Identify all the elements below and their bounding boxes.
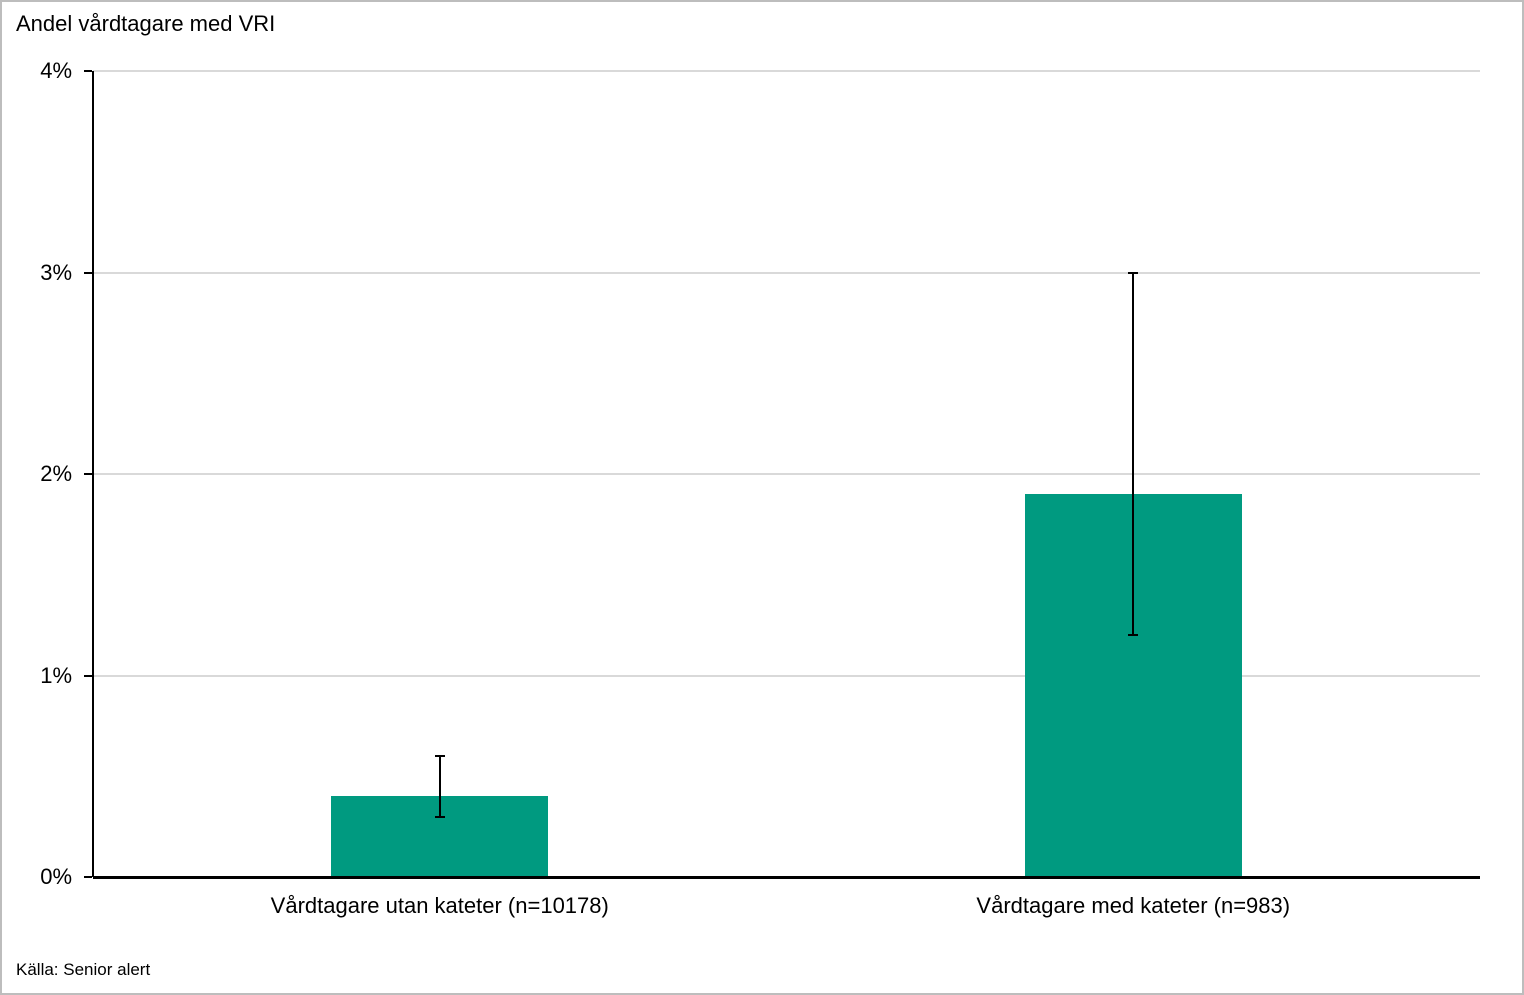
- error-bar-cap-bottom: [1128, 634, 1139, 637]
- source-note: Källa: Senior alert: [16, 960, 151, 979]
- y-axis-tick-label: 4%: [40, 58, 72, 83]
- y-axis-tick-label: 2%: [40, 461, 72, 486]
- gridline: [93, 70, 1480, 72]
- y-axis-tick-label: 3%: [40, 259, 72, 285]
- gridline: [93, 674, 1480, 677]
- error-bar-line: [1132, 272, 1135, 636]
- gridline: [93, 271, 1480, 274]
- error-bar-cap-top: [434, 755, 445, 758]
- y-axis-tick: [83, 70, 92, 72]
- y-axis-tick-label: 0%: [40, 864, 72, 889]
- y-axis-tick-label: 1%: [40, 662, 72, 688]
- chart-title: Andel vårdtagare med VRI: [16, 11, 276, 36]
- error-bar-cap-top: [1128, 271, 1139, 274]
- x-axis-category-label: Vårdtagare utan kateter (n=10178): [270, 893, 609, 918]
- y-axis-line: [91, 71, 94, 877]
- gridline: [93, 473, 1480, 475]
- y-axis-tick: [83, 674, 92, 677]
- y-axis-tick: [83, 473, 92, 475]
- error-bar-cap-bottom: [434, 815, 445, 818]
- error-bar-line: [438, 756, 441, 817]
- x-axis-line: [93, 875, 1480, 879]
- x-axis-category-label: Vårdtagare med kateter (n=983): [976, 893, 1291, 918]
- y-axis-tick: [83, 876, 92, 878]
- y-axis-tick: [83, 271, 92, 274]
